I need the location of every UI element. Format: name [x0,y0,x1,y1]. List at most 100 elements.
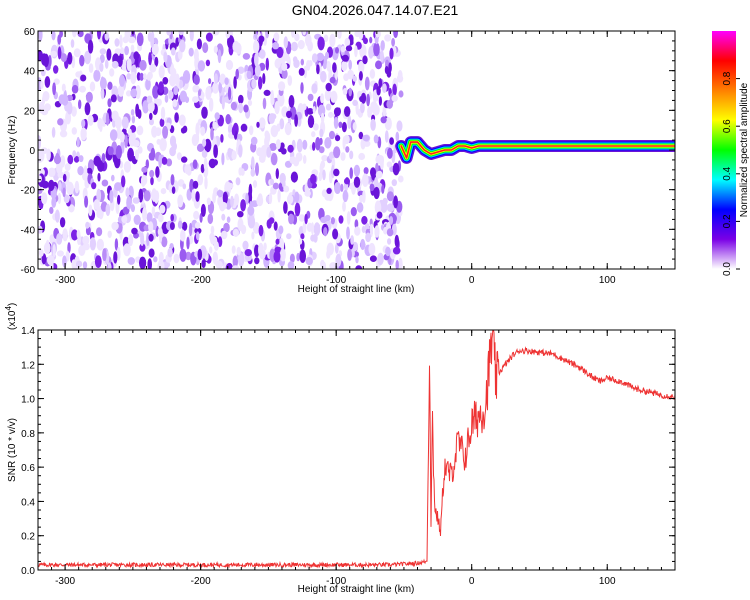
spectrogram-noise-blob [248,183,253,197]
spectrogram-noise-blob [65,250,70,262]
spectrogram-noise-blob [56,161,63,175]
spectrogram-noise-blob [148,221,154,233]
spectrogram-noise-blob [386,69,392,78]
spectrogram-noise-blob [272,182,279,190]
spectrogram-noise-blob [61,94,69,106]
spectrogram-noise-blob [340,183,344,192]
spectrogram-noise-blob [279,142,285,150]
spectrogram-noise-blob [298,67,305,76]
colorbar-gradient [712,31,736,269]
spectrogram-noise-blob [123,161,131,173]
snr-ytick-label: 0.8 [21,429,35,440]
spectrogram-noise-blob [163,51,168,63]
spectrogram-noise-blob [78,155,84,163]
spectrogram-noise-blob [71,127,78,135]
spectrogram-noise-blob [306,108,314,115]
spectrogram-noise-blob [157,259,165,269]
spectrogram-noise-blob [43,53,49,68]
spectrogram-noise-blob [387,147,393,159]
snr-xtick-label: -300 [55,576,75,587]
snr-ytick-label: 1.0 [21,395,35,406]
spectrogram-noise-blob [311,83,318,94]
spectrogram-noise-blob [126,196,132,210]
spectrogram-noise-blob [139,72,144,81]
spectrogram-noise-blob [117,85,125,97]
spectrogram-noise-blob [196,143,205,152]
spectrogram-noise-blob [73,156,80,163]
colorbar-tick-label: 0.6 [722,119,733,133]
spectrogram-noise-blob [343,134,350,145]
spectrogram-noise-blob [84,102,91,116]
spectrogram-noise-blob [332,62,337,73]
spectrogram-noise-blob [235,177,241,186]
spectrogram-noise-blob [335,135,341,142]
spectrogram-noise-blob [101,153,106,163]
spectrogram-noise-blob [384,34,392,42]
spectrogram-xtick-label: 0 [469,275,475,286]
spectrogram-noise-blob [100,88,105,100]
spectrogram-noise-blob [361,225,366,234]
spectrogram-noise-blob [262,97,267,110]
spectrogram-noise-blob [132,197,140,204]
spectrogram-noise-blob [109,189,114,204]
colorbar-tick-label: 0.0 [722,262,733,276]
spectrogram-noise-blob [290,41,298,52]
spectrogram-noise-blob [286,194,294,205]
spectrogram-noise-blob [227,182,234,189]
spectrogram-noise-blob [182,183,187,190]
spectrogram-noise-blob [159,137,167,152]
spectrogram-noise-blob [75,260,83,268]
spectrogram-noise-blob [150,147,156,161]
spectrogram-noise-blob [170,47,176,56]
spectrogram-noise-blob [242,240,249,250]
spectrogram-noise-blob [298,214,306,222]
spectrogram-noise-blob [93,155,101,167]
spectrogram-noise-blob [88,204,93,217]
spectrogram-noise-blob [165,158,173,167]
spectrogram-noise-blob [84,195,89,208]
spectrogram-noise-blob [254,64,261,77]
spectrogram-noise-blob [359,194,364,203]
spectrogram-noise-blob [287,75,293,86]
spectrogram-noise-blob [367,106,373,117]
spectrogram-noise-blob [207,213,214,225]
colorbar-tick-label: 0.2 [722,214,733,228]
spectrogram-noise-blob [265,131,271,144]
spectrogram-noise-blob [360,138,366,150]
spectrogram-noise-blob [363,167,369,175]
spectrogram-noise-blob [109,129,118,141]
spectrogram-noise-blob [67,154,74,165]
spectrogram-noise-blob [238,94,244,104]
spectrogram-noise-blob [391,37,395,47]
spectrogram-noise-blob [297,39,305,50]
spectrogram-noise-blob [275,238,280,245]
spectrogram-noise-blob [149,118,154,126]
spectrogram-noise-blob [349,150,354,160]
spectrogram-noise-blob [277,189,281,203]
spectrogram-noise-blob [46,148,51,161]
spectrogram-noise-blob [316,52,325,62]
spectrogram-noise-blob [315,137,321,151]
spectrogram-noise-blob [363,140,371,147]
spectrogram-noise-blob [323,34,329,43]
spectrogram-noise-blob [302,139,308,150]
spectrogram-noise-blob [240,168,245,176]
spectrogram-noise-blob [244,249,252,257]
spectrogram-noise-blob [335,47,339,54]
spectrogram-noise-blob [54,209,60,223]
spectrogram-noise-blob [342,201,346,212]
spectrogram-noise-blob [119,74,125,87]
spectrogram-noise-blob [353,164,361,177]
spectrogram-noise-blob [76,136,80,148]
snr-ytick-label: 0.0 [21,566,35,577]
spectrogram-noise-blob [246,70,252,80]
snr-xtick-label: -200 [191,576,211,587]
spectrogram-noise-blob [205,59,211,67]
spectrogram-noise-blob [49,206,54,214]
spectrogram-noise-blob [201,150,208,158]
spectrogram-noise-blob [242,53,251,60]
spectrogram-noise-blob [369,69,376,79]
spectrogram-noise-blob [107,262,112,269]
spectrogram-noise-blob [151,125,158,138]
